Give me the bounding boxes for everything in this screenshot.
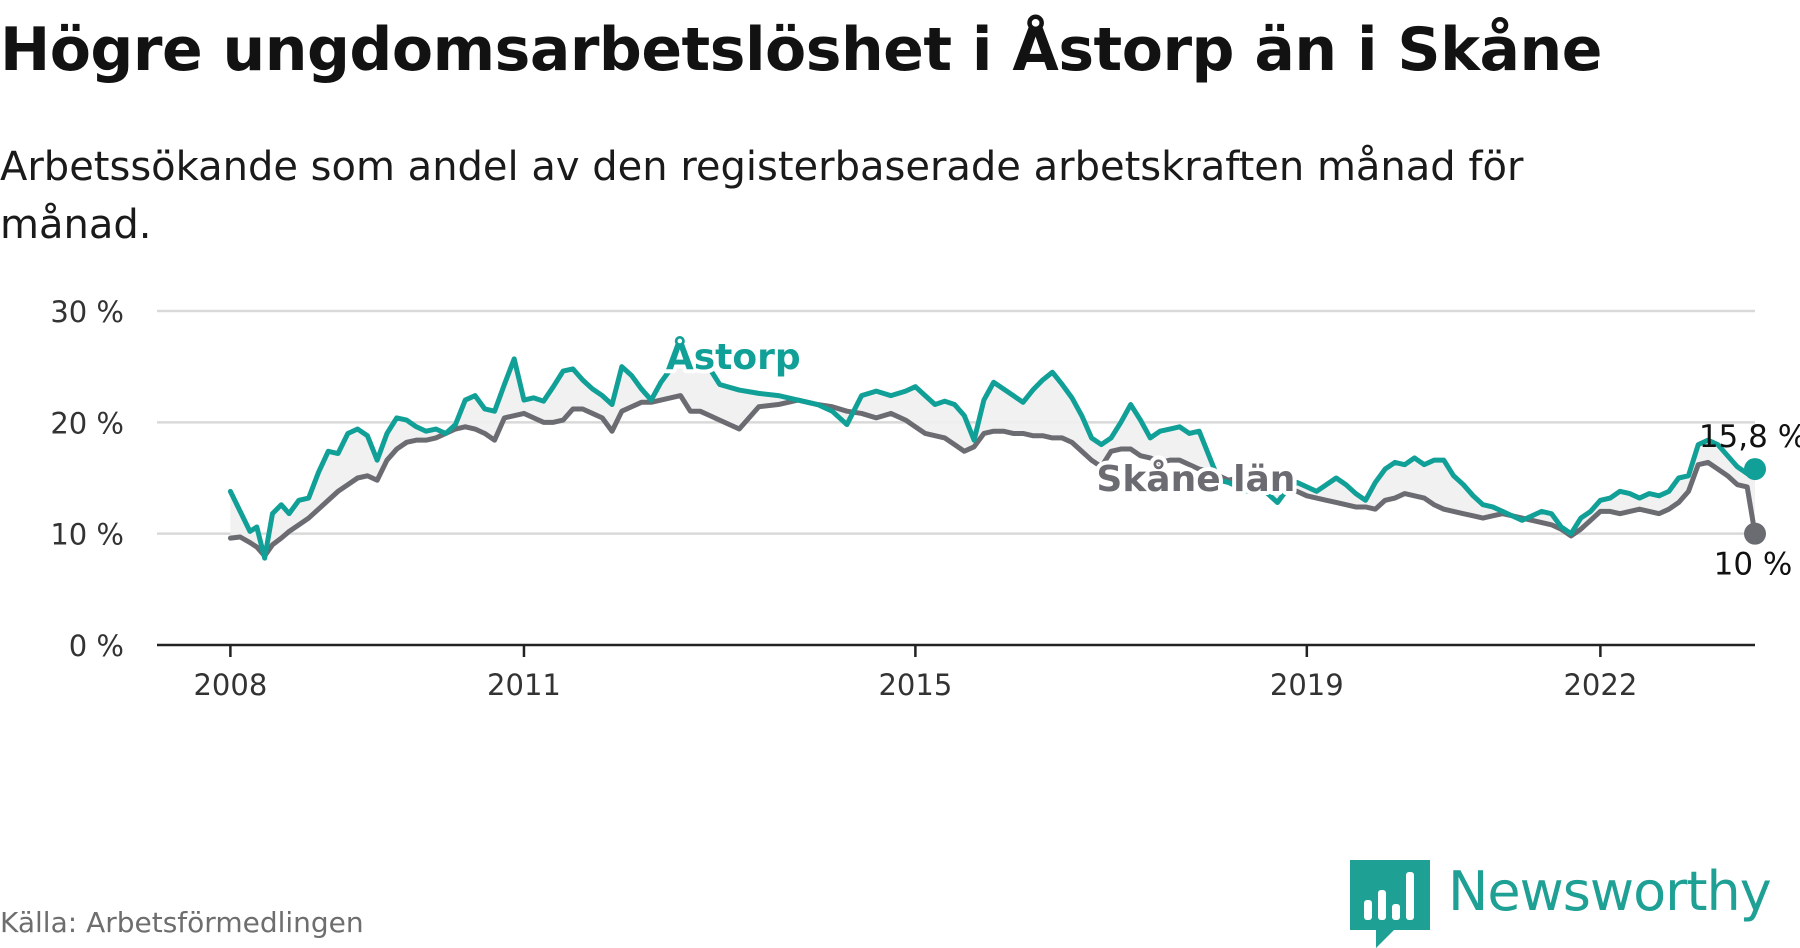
brand-name: Newsworthy [1448,860,1772,923]
x-tick-label: 2022 [1563,668,1637,702]
x-tick-label: 2008 [193,668,267,702]
chart-subtitle: Arbetssökande som andel av den registerb… [0,144,1524,248]
series-line-astorp [227,355,1758,561]
axes: 0 % 10 % 20 % 30 % 2008 2011 2015 2019 2022 [50,295,1755,702]
end-marker-skane [1744,522,1766,545]
series-lines [227,355,1766,561]
x-tick-label: 2015 [878,668,952,702]
brand-logo: Newsworthy [1346,860,1800,948]
y-tick-label: 20 % [50,406,124,440]
x-tick-label: 2011 [487,668,561,702]
chart-title: Högre ungdomsarbetslöshet i Åstorp än i … [0,15,1602,85]
end-marker-astorp [1744,458,1766,481]
y-tick-label: 30 % [50,295,124,329]
end-value-label-astorp: 15,8 % [1699,419,1800,455]
series-label-skane: Skåne län [1096,459,1295,500]
series-label-astorp: Åstorp [666,336,801,378]
source-note: Källa: Arbetsförmedlingen [0,906,364,939]
end-value-label-skane: 10 % [1714,547,1793,583]
chart-labels: 15,8 % 10 % Åstorp Skåne län [662,332,1800,583]
bar-chart-badge-icon [1350,860,1430,948]
x-tick-label: 2019 [1270,668,1344,702]
y-tick-label: 10 % [50,518,124,552]
y-tick-label: 0 % [69,629,124,663]
